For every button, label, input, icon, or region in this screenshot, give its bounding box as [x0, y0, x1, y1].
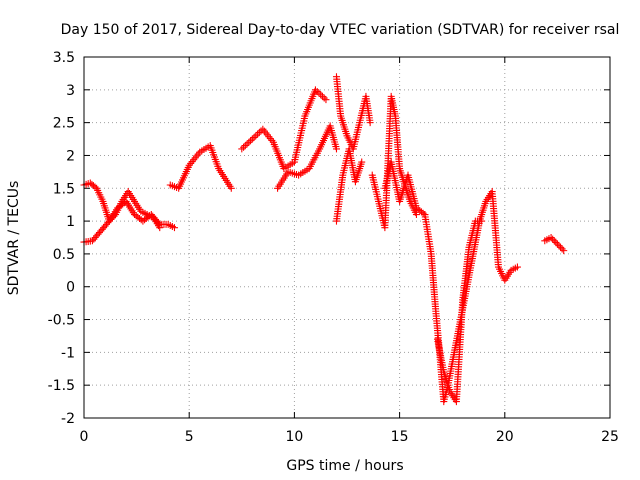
data-point: [227, 184, 235, 192]
data-point: [550, 237, 558, 245]
data-point: [358, 158, 366, 166]
data-point: [170, 224, 178, 232]
data-point: [194, 150, 202, 158]
y-tick-label: 1.5: [53, 181, 75, 197]
data-point: [190, 156, 198, 164]
data-point: [120, 199, 128, 207]
y-tick-label: 0.5: [53, 247, 75, 263]
data-point: [560, 247, 568, 255]
x-tick-label: 5: [185, 429, 194, 445]
y-tick-label: 2.5: [53, 116, 75, 132]
y-tick-label: 0: [66, 280, 75, 296]
data-point: [193, 152, 201, 160]
data-point: [320, 94, 328, 102]
data-point: [318, 92, 326, 100]
data-point: [332, 145, 340, 153]
data-point: [317, 91, 325, 99]
data-point: [412, 211, 420, 219]
grid: [84, 57, 610, 418]
data-point: [241, 142, 249, 150]
data-point: [555, 242, 563, 250]
x-tick-label: 25: [601, 429, 619, 445]
data-point: [188, 158, 196, 166]
data-point: [250, 133, 258, 141]
data-point: [263, 131, 271, 139]
y-tick-label: 2: [66, 148, 75, 164]
data-point: [260, 127, 268, 135]
data-point: [255, 128, 263, 136]
data-point: [419, 209, 427, 217]
data-point: [266, 135, 274, 143]
data-point: [259, 125, 267, 133]
data-point: [154, 219, 162, 227]
data-point: [265, 133, 273, 141]
y-tick-label: -1: [61, 345, 75, 361]
y-tick-label: -2: [61, 411, 75, 427]
data-point: [322, 96, 330, 104]
data-point: [315, 89, 323, 97]
data-point: [478, 217, 486, 225]
data-point: [254, 130, 262, 138]
data-point: [313, 87, 321, 95]
y-tick-label: -1.5: [48, 378, 75, 394]
data-point: [549, 235, 557, 243]
data-point: [238, 145, 246, 153]
y-tick-label: 1: [66, 214, 75, 230]
x-axis-label: GPS time / hours: [286, 458, 403, 474]
plot-frame: [83, 56, 611, 419]
ticks: 0 5 10 15 20 25 -2 -1.5 -1 -0.5 0 0.5 1 1.5 2 2.5 3 3.5: [48, 50, 619, 445]
data-point: [552, 238, 560, 246]
data-point: [248, 135, 256, 143]
data-point: [247, 137, 255, 145]
data-point: [245, 138, 253, 146]
data-point: [311, 86, 319, 94]
data-point: [252, 132, 260, 140]
x-tick-label: 0: [80, 429, 89, 445]
data-point: [243, 140, 251, 148]
data-point: [513, 263, 521, 271]
data-point: [553, 240, 561, 248]
chart-title: Day 150 of 2017, Sidereal Day-to-day VTE…: [61, 22, 620, 38]
data-point: [366, 119, 374, 127]
y-tick-label: -0.5: [48, 313, 75, 329]
data-point: [547, 234, 555, 241]
x-tick-label: 15: [391, 429, 409, 445]
data-point: [557, 243, 565, 251]
data-point: [558, 245, 566, 253]
data-point: [91, 183, 99, 191]
y-axis-label: SDTVAR / TECUs: [6, 181, 22, 296]
data-point: [240, 143, 248, 151]
x-tick-label: 20: [496, 429, 514, 445]
y-tick-label: 3.5: [53, 50, 75, 66]
y-tick-label: 3: [66, 83, 75, 99]
x-tick-label: 10: [285, 429, 303, 445]
data-point: [104, 219, 112, 227]
data-points: [80, 73, 568, 406]
